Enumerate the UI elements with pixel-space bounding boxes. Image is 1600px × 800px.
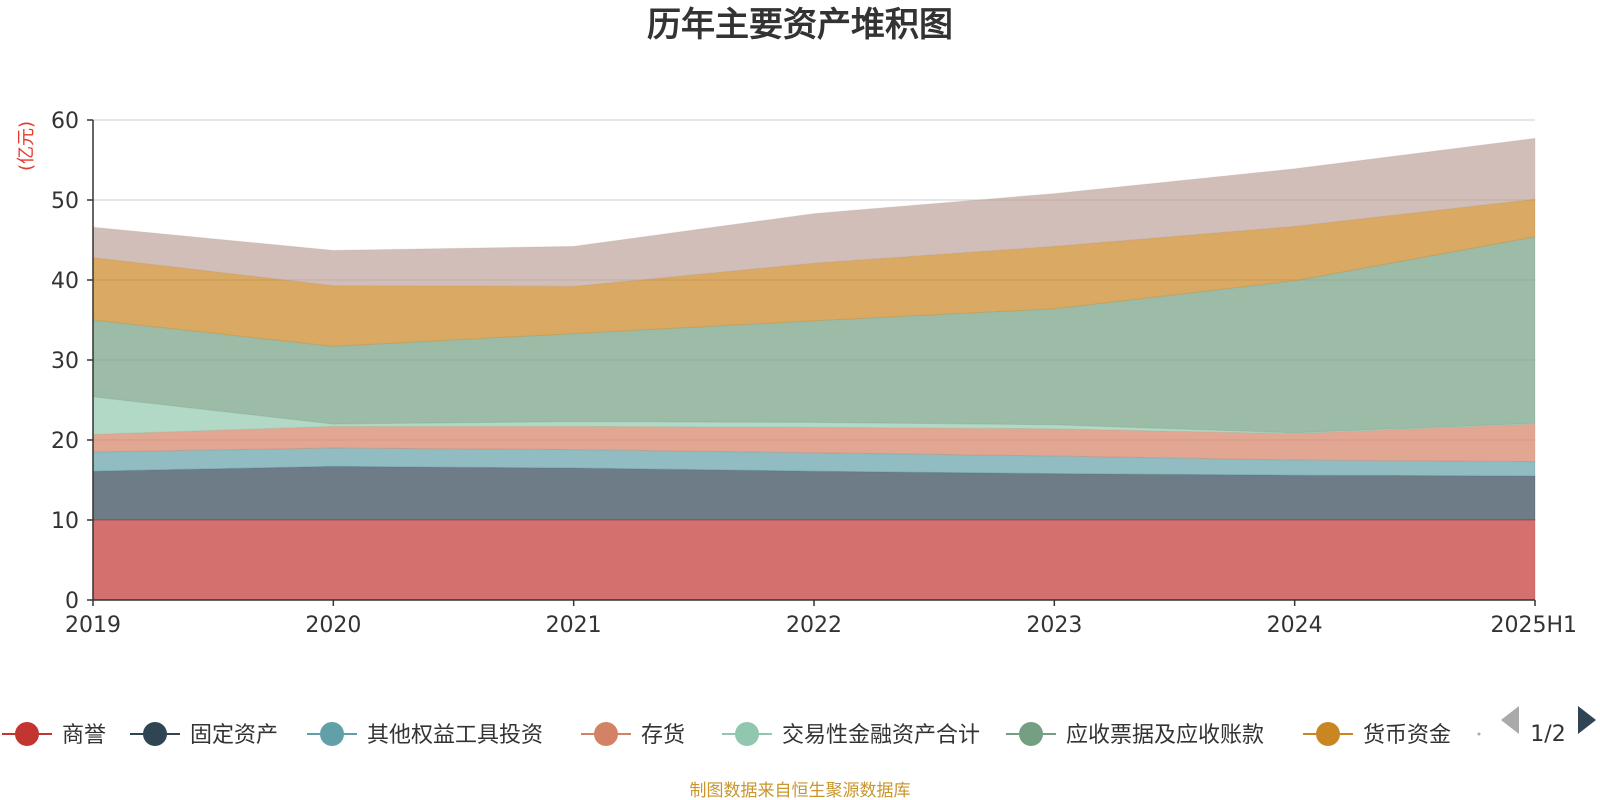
x-tick-label: 2023: [1026, 613, 1082, 638]
legend-marker: [1316, 722, 1340, 746]
legend-prev-arrow-icon[interactable]: [1501, 706, 1519, 734]
legend-label: 商誉: [62, 723, 106, 748]
legend: 商誉 固定资产 其他权益工具投资 存货 交易性金融资产合计 应收票据及应收账款 货币资金: [2, 722, 1481, 748]
x-tick-label: 2024: [1267, 613, 1323, 638]
legend-marker: [1019, 722, 1043, 746]
legend-pager: 1/2: [1501, 706, 1596, 747]
legend-marker: [735, 722, 759, 746]
legend-marker: [15, 722, 39, 746]
legend-marker: [320, 722, 344, 746]
area-series-6: [92, 236, 1536, 434]
y-tick-label: 60: [51, 109, 79, 134]
x-tick-label: 2021: [546, 613, 602, 638]
legend-marker: [143, 722, 167, 746]
legend-marker: [594, 722, 618, 746]
axes: 0 10 20 30 40 50 60 2019 2020 2021 2022 2023 2024 202…: [51, 109, 1577, 638]
legend-page-indicator: 1/2: [1530, 722, 1565, 747]
chart-title: 历年主要资产堆积图: [647, 5, 953, 45]
x-tick-label: 2025H1: [1490, 613, 1577, 638]
area-series-2: [92, 465, 1536, 521]
source-note: 制图数据来自恒生聚源数据库: [690, 781, 911, 800]
area-series-group: [92, 137, 1536, 601]
x-tick-label: 2019: [65, 613, 121, 638]
area-series-8: [92, 137, 1536, 287]
y-tick-label: 50: [51, 189, 79, 214]
area-series-7: [92, 198, 1536, 347]
legend-label: 货币资金: [1363, 723, 1451, 748]
y-tick-label: 20: [51, 429, 79, 454]
legend-label: 应收票据及应收账款: [1066, 723, 1264, 748]
y-tick-label: 40: [51, 269, 79, 294]
legend-label: 其他权益工具投资: [367, 723, 543, 748]
y-tick-label: 30: [51, 349, 79, 374]
legend-next-arrow-icon[interactable]: [1578, 706, 1596, 734]
legend-truncated-dot: [1477, 732, 1481, 736]
x-tick-label: 2022: [786, 613, 842, 638]
area-series-1: [92, 519, 1536, 601]
legend-label: 交易性金融资产合计: [782, 723, 980, 748]
x-tick-label: 2020: [305, 613, 361, 638]
y-tick-label: 0: [65, 589, 79, 614]
legend-label: 固定资产: [190, 723, 278, 748]
y-tick-label: 10: [51, 509, 79, 534]
y-axis-unit: (亿元): [16, 121, 37, 171]
legend-label: 存货: [641, 723, 685, 748]
